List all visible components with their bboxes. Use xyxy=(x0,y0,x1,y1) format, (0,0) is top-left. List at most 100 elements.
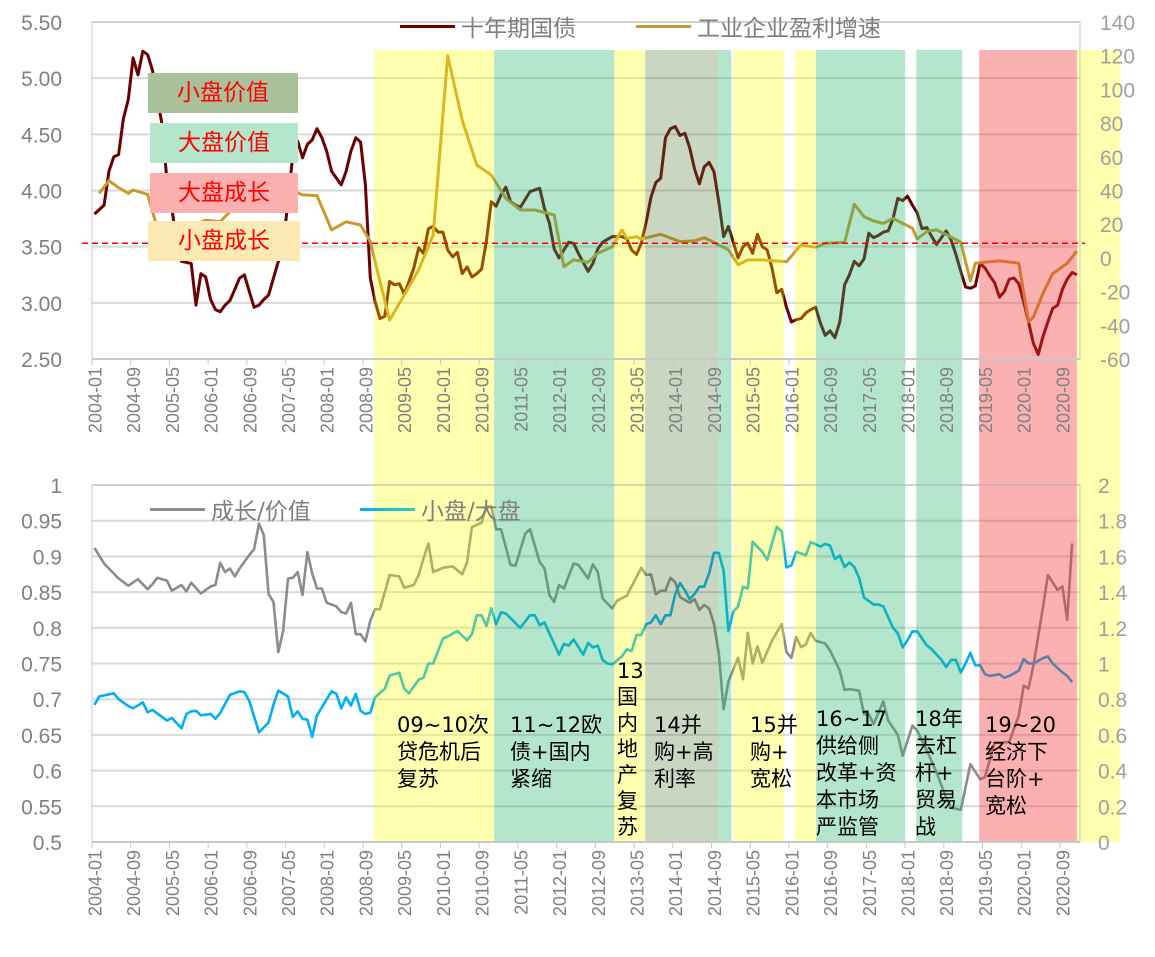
bottom-y-left-tick-label: 1 xyxy=(50,475,62,498)
legend-label: 成长/价值 xyxy=(211,499,311,525)
top-x-tick-label: 2020-01 xyxy=(1015,367,1035,433)
bottom-x-tick-label: 2014-09 xyxy=(705,850,725,916)
top-y-right-tick-label: 120 xyxy=(1100,46,1135,69)
top-y-right-tick-label: 100 xyxy=(1100,79,1135,102)
style-box-small-value: 小盘价值 xyxy=(148,73,298,113)
bottom-x-tick-label: 2012-01 xyxy=(550,850,570,916)
top-x-tick-label: 2010-09 xyxy=(473,367,493,433)
period-annotation-line: 紧缩 xyxy=(510,767,552,791)
period-annotation-line: 地 xyxy=(617,737,638,761)
period-annotation-line: 购+ xyxy=(750,740,789,764)
top-x-tick-label: 2012-01 xyxy=(550,367,570,433)
period-band xyxy=(645,50,719,842)
bottom-x-tick-label: 2008-01 xyxy=(318,850,338,916)
bottom-x-tick-label: 2005-05 xyxy=(163,850,183,916)
bottom-x-tick-label: 2017-05 xyxy=(860,850,880,916)
period-bands xyxy=(374,50,1121,842)
bottom-y-right-tick-label: 0.6 xyxy=(1098,725,1127,748)
period-annotation: 18年 去杠 杆+ 贸易战 xyxy=(915,706,963,841)
period-band xyxy=(614,50,646,842)
bottom-y-right-tick-label: 0.8 xyxy=(1098,689,1127,712)
bottom-x-tick-label: 2020-01 xyxy=(1015,850,1035,916)
bottom-x-tick-label: 2010-09 xyxy=(473,850,493,916)
top-x-tick-label: 2018-09 xyxy=(937,367,957,433)
period-annotation-line: 去杠 xyxy=(915,734,957,758)
top-y-right-tick-label: -40 xyxy=(1100,315,1130,338)
period-annotation: 13 国内地产复苏 xyxy=(617,658,644,840)
top-x-tick-label: 2018-01 xyxy=(899,367,919,433)
top-y-left-tick-label: 3.50 xyxy=(21,237,62,260)
bottom-y-left-tick-label: 0.8 xyxy=(33,618,62,641)
top-y-right-tick-label: 140 xyxy=(1100,12,1135,35)
bottom-x-tick-label: 2009-05 xyxy=(395,850,415,916)
bottom-x-tick-label: 2019-05 xyxy=(976,850,996,916)
top-x-tick-label: 2019-05 xyxy=(976,367,996,433)
bottom-y-left-tick-label: 0.6 xyxy=(33,761,62,784)
period-annotation-line: 19~20 xyxy=(985,713,1057,737)
top-x-tick-label: 2020-09 xyxy=(1053,367,1073,433)
legend-item-bond-yield: 十年期国债 xyxy=(400,9,576,43)
period-annotation-line: 18年 xyxy=(915,707,963,731)
period-annotation-line: 债+国内 xyxy=(510,740,591,764)
period-annotation-line: 供给侧 xyxy=(816,734,879,758)
bottom-x-tick-label: 2016-01 xyxy=(782,850,802,916)
period-band xyxy=(733,50,785,842)
period-annotation-line: 本市场 xyxy=(816,788,879,812)
top-x-tick-label: 2008-09 xyxy=(356,367,376,433)
bottom-y-right-tick-label: 0 xyxy=(1098,832,1110,855)
bottom-y-right-tick-label: 1 xyxy=(1098,654,1110,677)
legend-item-growth-value: 成长/价值 xyxy=(150,492,311,526)
top-x-tick-label: 2004-09 xyxy=(124,367,144,433)
period-band xyxy=(718,50,732,842)
period-annotation-line: 台阶+ xyxy=(985,767,1045,791)
period-annotation: 11~12欧 债+国内 紧缩 xyxy=(510,712,602,793)
top-y-right-tick-label: -60 xyxy=(1100,349,1130,372)
bottom-x-tick-label: 2012-09 xyxy=(589,850,609,916)
top-x-tick-label: 2013-05 xyxy=(627,367,647,433)
top-x-tick-label: 2006-01 xyxy=(202,367,222,433)
legend-label: 小盘/大盘 xyxy=(421,499,521,525)
bottom-y-left-tick-label: 0.55 xyxy=(21,796,62,819)
period-annotation-line: 内 xyxy=(617,711,638,735)
bottom-x-tick-label: 2015-05 xyxy=(744,850,764,916)
period-annotation-line: 产 xyxy=(617,763,638,787)
bottom-x-tick-label: 2004-09 xyxy=(124,850,144,916)
legend-item-small-large: 小盘/大盘 xyxy=(360,492,521,526)
top-x-tick-label: 2016-01 xyxy=(782,367,802,433)
period-annotation-line: 严监管 xyxy=(816,815,879,839)
top-y-right-tick-label: -20 xyxy=(1100,282,1130,305)
legend-swatch xyxy=(400,24,455,28)
period-annotation-line: 15并 xyxy=(750,713,798,737)
period-annotation-line: 苏 xyxy=(617,815,638,839)
period-annotation-line: 宽松 xyxy=(985,794,1027,818)
top-x-tick-label: 2010-01 xyxy=(434,367,454,433)
top-y-right-tick-label: 40 xyxy=(1100,181,1123,204)
period-annotation-line: 购+高 xyxy=(654,740,714,764)
legend-swatch xyxy=(360,507,415,511)
bottom-x-tick-label: 2006-09 xyxy=(240,850,260,916)
bottom-x-tick-label: 2016-09 xyxy=(821,850,841,916)
bottom-x-tick-label: 2018-09 xyxy=(937,850,957,916)
bottom-y-left-tick-label: 0.9 xyxy=(33,546,62,569)
period-annotation-line: 杆+ xyxy=(915,761,954,785)
top-x-tick-label: 2011-05 xyxy=(511,367,531,432)
bottom-x-tick-label: 2013-05 xyxy=(627,850,647,916)
bottom-y-right-tick-label: 1.8 xyxy=(1098,511,1127,534)
top-y-left-tick-label: 5.50 xyxy=(21,12,62,35)
top-x-tick-label: 2008-01 xyxy=(318,367,338,433)
period-band xyxy=(374,50,495,842)
top-y-left-tick-label: 3.00 xyxy=(21,293,62,316)
legend-swatch xyxy=(636,24,691,28)
top-x-tick-label: 2009-05 xyxy=(395,367,415,433)
period-annotation-line: 经济下 xyxy=(985,740,1048,764)
period-annotation-line: 贷危机后 xyxy=(397,740,481,764)
period-annotation-line: 复苏 xyxy=(397,767,439,791)
bottom-y-left-tick-label: 0.5 xyxy=(33,832,62,855)
top-y-right-tick-label: 0 xyxy=(1100,248,1112,271)
period-annotation-line: 14并 xyxy=(654,713,702,737)
period-annotation-line: 16~17 xyxy=(816,707,888,731)
legend-swatch xyxy=(150,507,205,511)
style-box-small-growth: 小盘成长 xyxy=(148,221,300,261)
